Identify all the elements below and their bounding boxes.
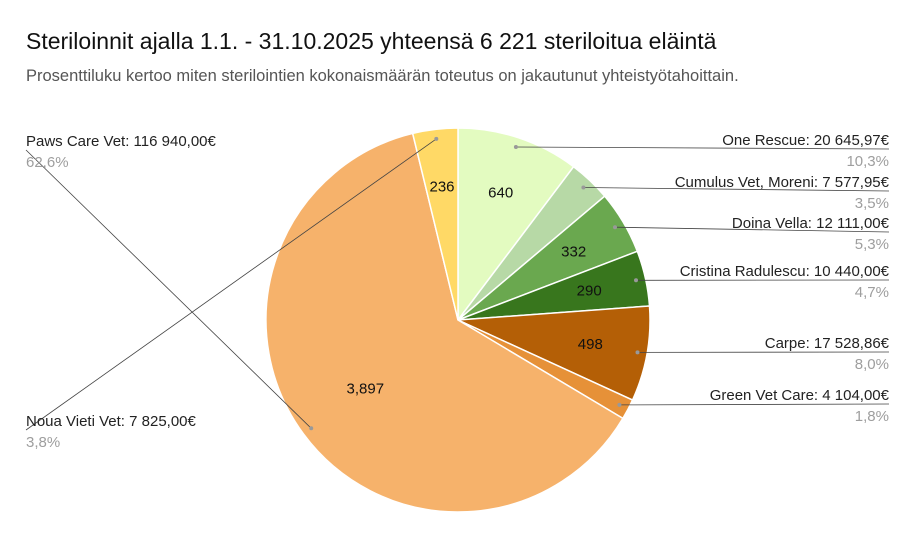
- slice-percent: 62,6%: [26, 154, 69, 171]
- slice-value-label: 640: [488, 185, 513, 202]
- slice-label: Cumulus Vet, Moreni: 7 577,95€: [675, 174, 890, 191]
- leader-line: [25, 138, 437, 431]
- slice-value-label: 290: [577, 283, 602, 300]
- slice-label: Cristina Radulescu: 10 440,00€: [680, 263, 890, 280]
- leader-dot: [581, 185, 586, 190]
- slice-label: One Rescue: 20 645,97€: [722, 132, 889, 149]
- leader-dot: [513, 145, 518, 149]
- slice-percent: 10,3%: [846, 153, 889, 170]
- leader-dot: [613, 225, 617, 230]
- leader-dot: [635, 350, 640, 355]
- leader-line: [619, 403, 890, 406]
- pie-slice: [411, 127, 459, 321]
- slice-percent: 3,8%: [26, 434, 60, 451]
- leader-line: [614, 226, 890, 233]
- slice-value-label: 236: [429, 179, 454, 196]
- slice-percent: 1,8%: [855, 408, 889, 425]
- slice-value-label: 332: [561, 244, 586, 261]
- slice-label: Doina Vella: 12 111,00€: [732, 215, 890, 232]
- chart-subtitle: Prosenttiluku kertoo miten sterilointien…: [26, 67, 739, 85]
- leader-dot: [617, 402, 622, 407]
- slice-percent: 5,3%: [855, 236, 889, 253]
- leader-line: [515, 146, 890, 150]
- leader-line: [25, 149, 312, 429]
- slice-value-label: 3,897: [347, 380, 385, 397]
- chart-title: Steriloinnit ajalla 1.1. - 31.10.2025 yh…: [26, 28, 717, 54]
- slice-label: Green Vet Care: 4 104,00€: [710, 387, 890, 404]
- slice-percent: 8,0%: [855, 356, 889, 373]
- pie-slice: [265, 132, 624, 513]
- leader-dot: [309, 426, 314, 431]
- leader-dot: [434, 136, 439, 141]
- slice-label: Carpe: 17 528,86€: [765, 335, 890, 352]
- slice-value-label: 498: [578, 336, 603, 353]
- leader-dot: [634, 278, 638, 283]
- slice-percent: 3,5%: [855, 195, 889, 212]
- slice-percent: 4,7%: [855, 284, 889, 301]
- pie-slice: [457, 127, 575, 323]
- slice-label: Noua Vieti Vet: 7 825,00€: [26, 413, 197, 430]
- pie-slice: [457, 305, 651, 402]
- leader-line: [583, 187, 890, 192]
- slice-label: Paws Care Vet: 116 940,00€: [26, 133, 217, 150]
